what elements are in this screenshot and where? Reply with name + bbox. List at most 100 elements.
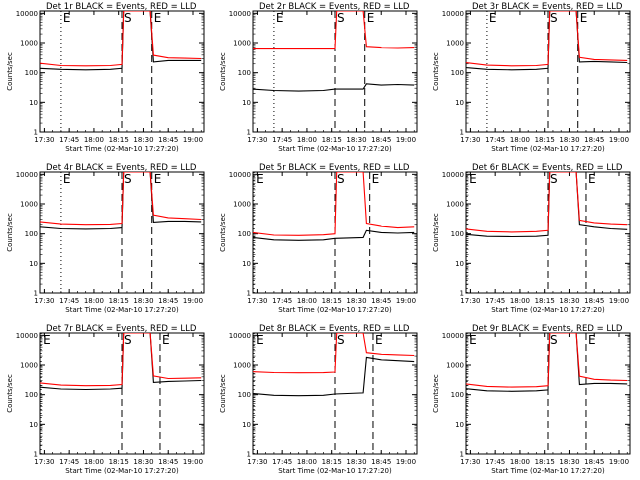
panel-title: Det 7r BLACK = Events, RED = LLD (46, 324, 197, 334)
y-axis-label: Counts/sec (6, 374, 14, 413)
x-tick-label: 17:45 (59, 136, 79, 144)
x-tick-label: 18:15 (535, 297, 555, 305)
x-tick-label: 18:45 (158, 297, 178, 305)
y-tick-label: 10000 (16, 10, 38, 18)
marker-label-s: S (550, 333, 558, 347)
marker-label-s: S (124, 333, 132, 347)
x-tick-label: 17:30 (460, 297, 480, 305)
x-tick-label: 19:00 (396, 136, 416, 144)
x-tick-label: 18:15 (322, 297, 342, 305)
y-axis-label: Counts/sec (6, 213, 14, 252)
series-events (466, 11, 628, 71)
y-axis-label: Counts/sec (219, 374, 227, 413)
y-tick-label: 10 (29, 99, 38, 107)
x-tick-label: 17:45 (485, 458, 505, 466)
y-tick-label: 10000 (229, 332, 251, 340)
series-lld (253, 333, 415, 374)
x-tick-label: 18:30 (346, 297, 366, 305)
x-tick-label: 17:45 (485, 136, 505, 144)
x-tick-label: 18:00 (84, 136, 104, 144)
panel-title: Det 1r BLACK = Events, RED = LLD (46, 2, 197, 12)
x-tick-label: 18:30 (559, 297, 579, 305)
marker-label-e2: E (367, 11, 375, 25)
x-tick-label: 18:15 (322, 458, 342, 466)
marker-label-e1: E (469, 333, 477, 347)
series-lld (466, 333, 628, 388)
detector-panel-3: Det 3r BLACK = Events, RED = LLD 17:30 17:… (432, 2, 631, 153)
panel-title: Det 9r BLACK = Events, RED = LLD (472, 324, 623, 334)
x-tick-label: 18:00 (297, 297, 317, 305)
y-tick-label: 10 (242, 421, 251, 429)
panel-title: Det 8r BLACK = Events, RED = LLD (259, 324, 410, 334)
detector-panel-6: Det 6r BLACK = Events, RED = LLD 17:30 17:… (432, 163, 631, 314)
marker-label-e1: E (63, 172, 71, 186)
marker-label-e2: E (588, 172, 596, 186)
y-tick-label: 10000 (442, 10, 464, 18)
x-tick-label: 17:30 (460, 136, 480, 144)
x-tick-label: 19:00 (609, 136, 629, 144)
x-tick-label: 17:45 (59, 458, 79, 466)
marker-label-e1: E (489, 11, 497, 25)
y-tick-label: 100 (25, 230, 38, 238)
y-tick-label: 1 (460, 290, 464, 298)
x-tick-label: 18:30 (559, 458, 579, 466)
marker-label-e2: E (580, 11, 588, 25)
x-tick-label: 17:45 (272, 297, 292, 305)
y-tick-label: 100 (451, 69, 464, 77)
x-tick-label: 18:45 (371, 297, 391, 305)
x-tick-label: 18:45 (371, 136, 391, 144)
y-tick-label: 100 (451, 230, 464, 238)
y-axis-label: Counts/sec (432, 52, 440, 91)
marker-label-s: S (337, 333, 345, 347)
x-tick-label: 18:45 (584, 458, 604, 466)
y-tick-label: 10 (455, 421, 464, 429)
y-axis-label: Counts/sec (432, 374, 440, 413)
x-tick-label: 18:15 (109, 297, 129, 305)
y-tick-label: 10 (29, 421, 38, 429)
x-tick-label: 18:30 (133, 297, 153, 305)
x-tick-label: 18:30 (346, 458, 366, 466)
x-tick-label: 18:45 (158, 458, 178, 466)
y-tick-label: 1000 (446, 201, 464, 209)
x-tick-label: 17:30 (34, 458, 54, 466)
y-tick-label: 10 (29, 260, 38, 268)
x-axis-label: Start Time (02-Mar-10 17:27:20) (491, 467, 605, 475)
marker-label-s: S (337, 172, 345, 186)
marker-label-e1: E (469, 172, 477, 186)
series-events (40, 11, 202, 71)
x-tick-label: 19:00 (396, 458, 416, 466)
panel-title: Det 4r BLACK = Events, RED = LLD (46, 163, 197, 173)
y-tick-label: 10000 (16, 171, 38, 179)
y-tick-label: 100 (238, 391, 251, 399)
panel-title: Det 5r BLACK = Events, RED = LLD (259, 163, 410, 173)
y-tick-label: 100 (25, 391, 38, 399)
x-tick-label: 18:45 (158, 136, 178, 144)
x-tick-label: 17:30 (34, 297, 54, 305)
x-tick-label: 18:30 (133, 136, 153, 144)
detector-panel-7: Det 7r BLACK = Events, RED = LLD 17:30 17:… (6, 324, 205, 475)
marker-label-s: S (550, 172, 558, 186)
y-tick-label: 1000 (20, 362, 38, 370)
x-tick-label: 18:30 (559, 136, 579, 144)
x-tick-label: 19:00 (396, 297, 416, 305)
x-tick-label: 19:00 (609, 458, 629, 466)
x-tick-label: 19:00 (183, 297, 203, 305)
y-tick-label: 1 (460, 129, 464, 137)
y-tick-label: 1000 (233, 201, 251, 209)
x-tick-label: 19:00 (183, 458, 203, 466)
series-events (40, 333, 202, 391)
x-axis-label: Start Time (02-Mar-10 17:27:20) (278, 467, 392, 475)
y-tick-label: 1 (247, 290, 251, 298)
y-tick-label: 1000 (20, 40, 38, 48)
series-lld (40, 172, 202, 226)
x-tick-label: 17:30 (247, 458, 267, 466)
series-lld (466, 172, 628, 233)
marker-label-e2: E (375, 333, 383, 347)
y-tick-label: 10 (242, 260, 251, 268)
y-tick-label: 100 (238, 69, 251, 77)
y-tick-label: 10000 (16, 332, 38, 340)
x-axis-label: Start Time (02-Mar-10 17:27:20) (491, 145, 605, 153)
x-tick-label: 18:15 (535, 136, 555, 144)
panel-title: Det 2r BLACK = Events, RED = LLD (259, 2, 410, 12)
